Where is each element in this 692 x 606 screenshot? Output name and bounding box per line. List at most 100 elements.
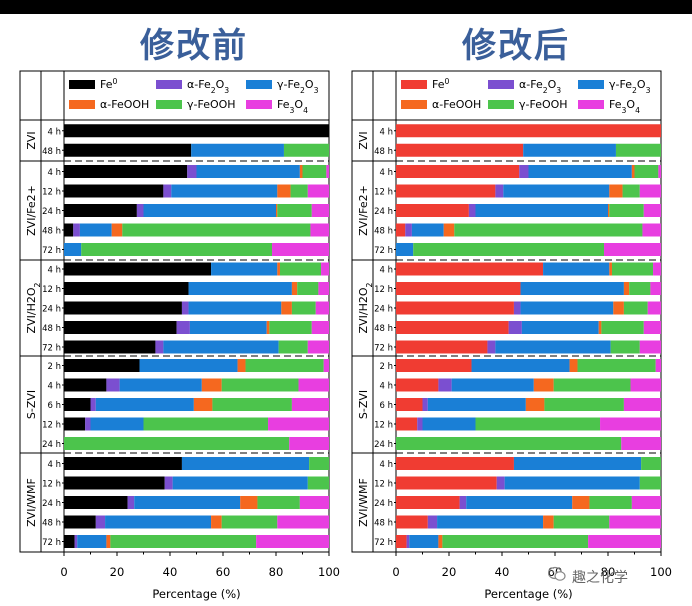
group-label-zvi-fe2: ZVI/Fe2+ [25, 185, 38, 236]
bar-segment-zvi-wmf-48-h-fe2o3 [95, 515, 106, 529]
bar-segment-zvi-h2o2-12-h-feooh [629, 282, 651, 295]
chart-panel-2: Fe0 α-Fe2O3 γ-Fe2O3 α-FeOOH γ-FeOOH Fe3O4 ZVI 4… [351, 70, 672, 601]
row-label: 12 h [42, 421, 61, 431]
bar-segment-zvi-fe2-24-h-feooh [277, 204, 312, 217]
bar-segment-zvi-h2o2-12-h-fe2o3 [520, 282, 624, 295]
group-label-zvi-h2o2: ZVI/H2O2 [357, 282, 374, 333]
legend-label-fe0: Fe0 [432, 77, 450, 92]
row-label: 24 h [42, 499, 61, 509]
bar-segment-s-zvi-6-h-fe0 [64, 398, 91, 411]
bar-segment-zvi-h2o2-24-h-fe3o4 [647, 301, 661, 315]
bar-segment-zvi-wmf-24-h-fe2o3 [134, 496, 241, 509]
row-label: 48 h [42, 147, 61, 157]
bar-segment-s-zvi-4-h-feooh [533, 378, 554, 392]
bar-segment-zvi-fe2-24-h-feooh [609, 204, 644, 217]
bar-segment-zvi-fe2-4-h-fe2o3 [196, 165, 300, 178]
bar-segment-zvi-fe2-4-h-feooh [299, 165, 303, 178]
bar-segment-zvi-wmf-24-h-fe2o3 [459, 496, 467, 509]
row-label: 6 h [48, 401, 62, 411]
bar-segment-zvi-wmf-48-h-fe2o3 [105, 515, 212, 529]
bar-segment-zvi-h2o2-4-h-feooh [609, 262, 612, 276]
bar-segment-zvi-h2o2-48-h-feooh [601, 321, 644, 334]
bar-segment-zvi-h2o2-24-h-feooh [613, 301, 624, 315]
bar-segment-s-zvi-2-h-fe2o3 [471, 359, 570, 372]
bar-segment-zvi-wmf-72-h-fe3o4 [256, 535, 329, 548]
bar-segment-zvi-h2o2-48-h-feooh [266, 321, 270, 334]
bar-segment-zvi-fe2-48-h-fe3o4 [310, 223, 329, 237]
bar-segment-s-zvi-6-h-fe2o3 [90, 398, 96, 411]
bar-segment-zvi-fe2-12-h-fe2o3 [495, 184, 504, 198]
bar-segment-zvi-h2o2-12-h-feooh [623, 282, 630, 295]
bar-segment-zvi-fe2-12-h-fe0 [396, 184, 496, 198]
bar-segment-zvi-fe2-12-h-fe0 [64, 184, 164, 198]
row-label: 12 h [42, 480, 61, 490]
bar-segment-zvi-wmf-12-h-fe0 [64, 476, 165, 490]
row-label: 4 h [380, 266, 394, 276]
bar-segment-zvi-wmf-72-h-feooh [110, 535, 257, 548]
row-label: 48 h [42, 227, 61, 237]
x-tick-label: 20 [442, 565, 457, 579]
x-tick-label: 0 [60, 565, 67, 579]
bar-segment-zvi-wmf-12-h-fe2o3 [496, 476, 505, 490]
bar-segment-zvi-wmf-72-h-fe0 [64, 535, 75, 548]
bar-segment-zvi-h2o2-48-h-fe2o3 [521, 321, 599, 334]
bar-segment-zvi-fe2-4-h-fe2o3 [519, 165, 529, 178]
bar-segment-zvi-h2o2-24-h-fe0 [64, 301, 182, 315]
bar-segment-zvi-h2o2-24-h-fe2o3 [520, 301, 614, 315]
bar-segment-zvi-fe2-12-h-feooh [290, 184, 308, 198]
bar-segment-zvi-wmf-12-h-fe2o3 [504, 476, 640, 490]
bar-segment-zvi-fe2-12-h-feooh [277, 184, 291, 198]
bar-segment-zvi-fe2-48-h-fe2o3 [405, 223, 412, 237]
right-panel-title: 修改后 [462, 26, 570, 66]
chart-panel-1: Fe0 α-Fe2O3 γ-Fe2O3 α-FeOOH γ-FeOOH Fe3O4 ZVI 4… [19, 70, 340, 601]
bar-segment-s-zvi-2-h-feooh [577, 359, 656, 372]
bar-segment-zvi-h2o2-12-h-fe0 [64, 282, 189, 295]
bar-segment-zvi-fe2-72-h-fe3o4 [604, 243, 661, 256]
bar-segment-zvi-h2o2-24-h-feooh [291, 301, 316, 315]
legend-label-fe2o3: α-Fe2O3 [519, 78, 561, 95]
row-label: 72 h [42, 538, 61, 548]
row-label: 12 h [374, 285, 393, 295]
bar-segment-zvi-wmf-72-h-feooh [106, 535, 111, 548]
bar-segment-zvi-fe2-24-h-fe0 [64, 204, 137, 217]
bar-segment-zvi-wmf-4-h-feooh [309, 457, 329, 470]
row-label: 4 h [380, 460, 394, 470]
row-label: 48 h [374, 324, 393, 334]
group-label-zvi-fe2: ZVI/Fe2+ [357, 185, 370, 236]
bar-segment-zvi-fe2-4-h-fe2o3 [187, 165, 197, 178]
bar-segment-zvi-fe2-72-h-feooh [81, 243, 273, 256]
bar-segment-zvi-h2o2-72-h-feooh [610, 340, 640, 354]
bar-segment-zvi-fe2-24-h-fe2o3 [136, 204, 144, 217]
bar-segment-s-zvi-4-h-feooh [553, 378, 631, 392]
x-tick-label: 0 [392, 565, 399, 579]
row-label: 24 h [374, 305, 393, 315]
bar-segment-zvi-wmf-72-h-fe3o4 [588, 535, 661, 548]
bar-segment-zvi-wmf-48-h-fe0 [396, 515, 428, 529]
legend-swatch-fe3o4 [246, 100, 272, 109]
bar-segment-zvi-fe2-72-h-fe2o3 [64, 243, 82, 256]
bar-segment-zvi-wmf-48-h-fe3o4 [609, 515, 661, 529]
row-label: 12 h [374, 421, 393, 431]
bar-segment-zvi-wmf-12-h-fe0 [396, 476, 497, 490]
bar-segment-zvi-fe2-72-h-feooh [413, 243, 605, 256]
row-label: 48 h [42, 519, 61, 529]
bar-segment-s-zvi-6-h-fe2o3 [427, 398, 526, 411]
bar-segment-zvi-fe2-72-h-fe3o4 [272, 243, 329, 256]
x-tick-label: 80 [269, 565, 284, 579]
row-label: 72 h [374, 344, 393, 354]
row-label: 4 h [380, 168, 394, 178]
bar-segment-s-zvi-6-h-fe0 [396, 398, 423, 411]
bar-segment-zvi-h2o2-48-h-feooh [269, 321, 312, 334]
bar-segment-zvi-wmf-24-h-fe0 [64, 496, 128, 509]
bar-segment-zvi-h2o2-4-h-fe0 [64, 262, 212, 276]
group-label-zvi-h2o2: ZVI/H2O2 [25, 282, 42, 333]
bar-segment-zvi-48-h-fe2o3 [191, 143, 284, 157]
bar-segment-s-zvi-2-h-fe0 [396, 359, 472, 372]
row-label: 72 h [374, 246, 393, 256]
group-label-zvi: ZVI [357, 131, 370, 149]
bar-segment-zvi-fe2-12-h-fe3o4 [307, 184, 329, 198]
row-label: 12 h [42, 188, 61, 198]
bar-segment-s-zvi-24-h-fe3o4 [621, 437, 661, 450]
row-label: 24 h [42, 207, 61, 217]
